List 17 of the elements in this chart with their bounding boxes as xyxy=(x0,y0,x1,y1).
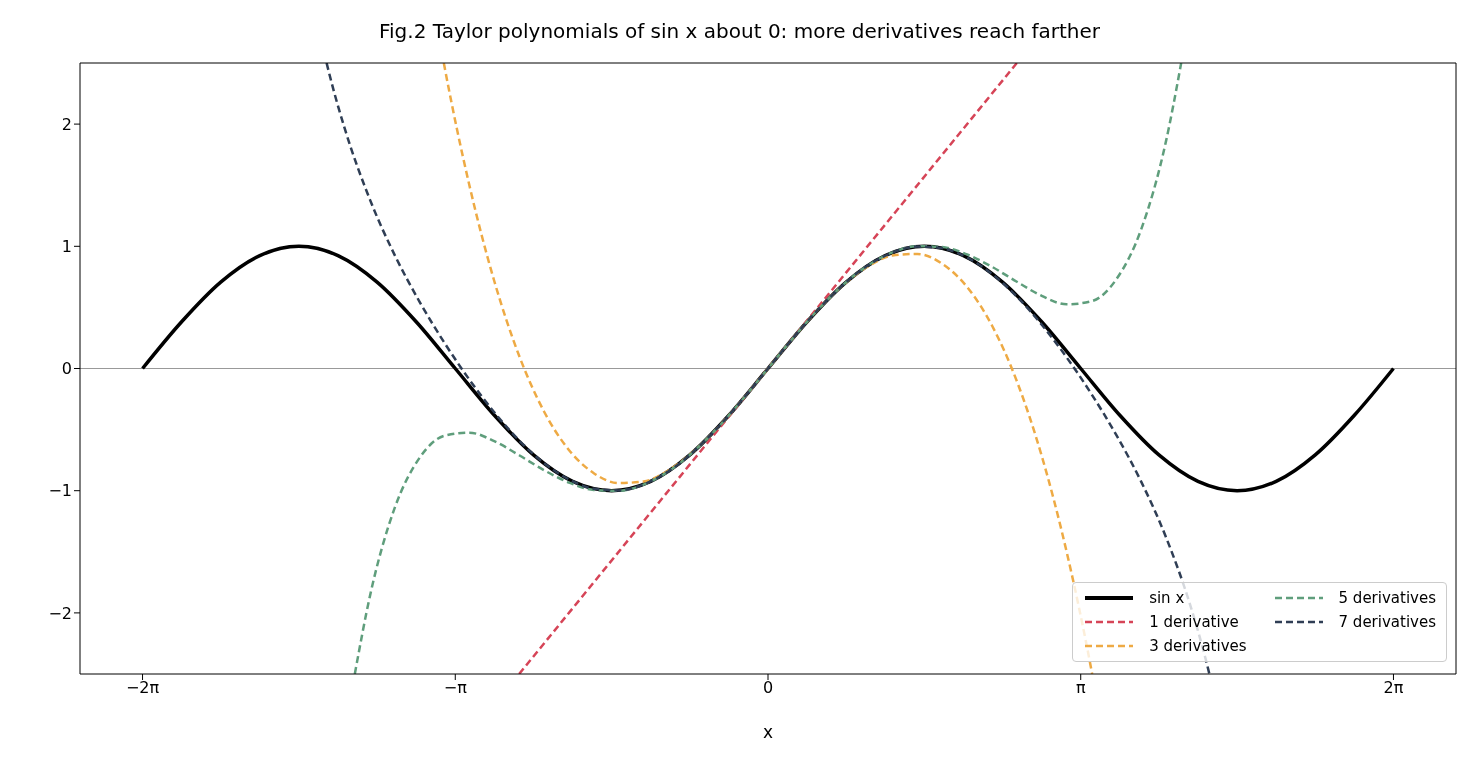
x-tick-label: π xyxy=(1075,678,1086,698)
y-tick-label: −1 xyxy=(48,481,72,501)
x-tick-label: 2π xyxy=(1383,678,1404,698)
x-tick-label: −π xyxy=(443,678,468,698)
legend-label: 7 derivatives xyxy=(1338,613,1436,631)
y-tick-label: −2 xyxy=(48,603,72,623)
x-tick-label: 0 xyxy=(762,678,774,698)
y-tick-label: 2 xyxy=(61,114,72,134)
legend-label: 5 derivatives xyxy=(1338,589,1436,607)
legend-label: 3 derivatives xyxy=(1149,637,1247,655)
legend-label: 1 derivative xyxy=(1149,613,1239,631)
chart-title: Fig.2 Taylor polynomials of sin x about 0: more derivatives reach farther xyxy=(378,18,1101,45)
legend-label: sin x xyxy=(1149,589,1185,607)
x-tick-label: −2π xyxy=(125,678,160,698)
x-axis-title: x xyxy=(762,722,774,742)
y-tick-label: 0 xyxy=(61,359,72,379)
y-tick-label: 1 xyxy=(61,236,72,256)
